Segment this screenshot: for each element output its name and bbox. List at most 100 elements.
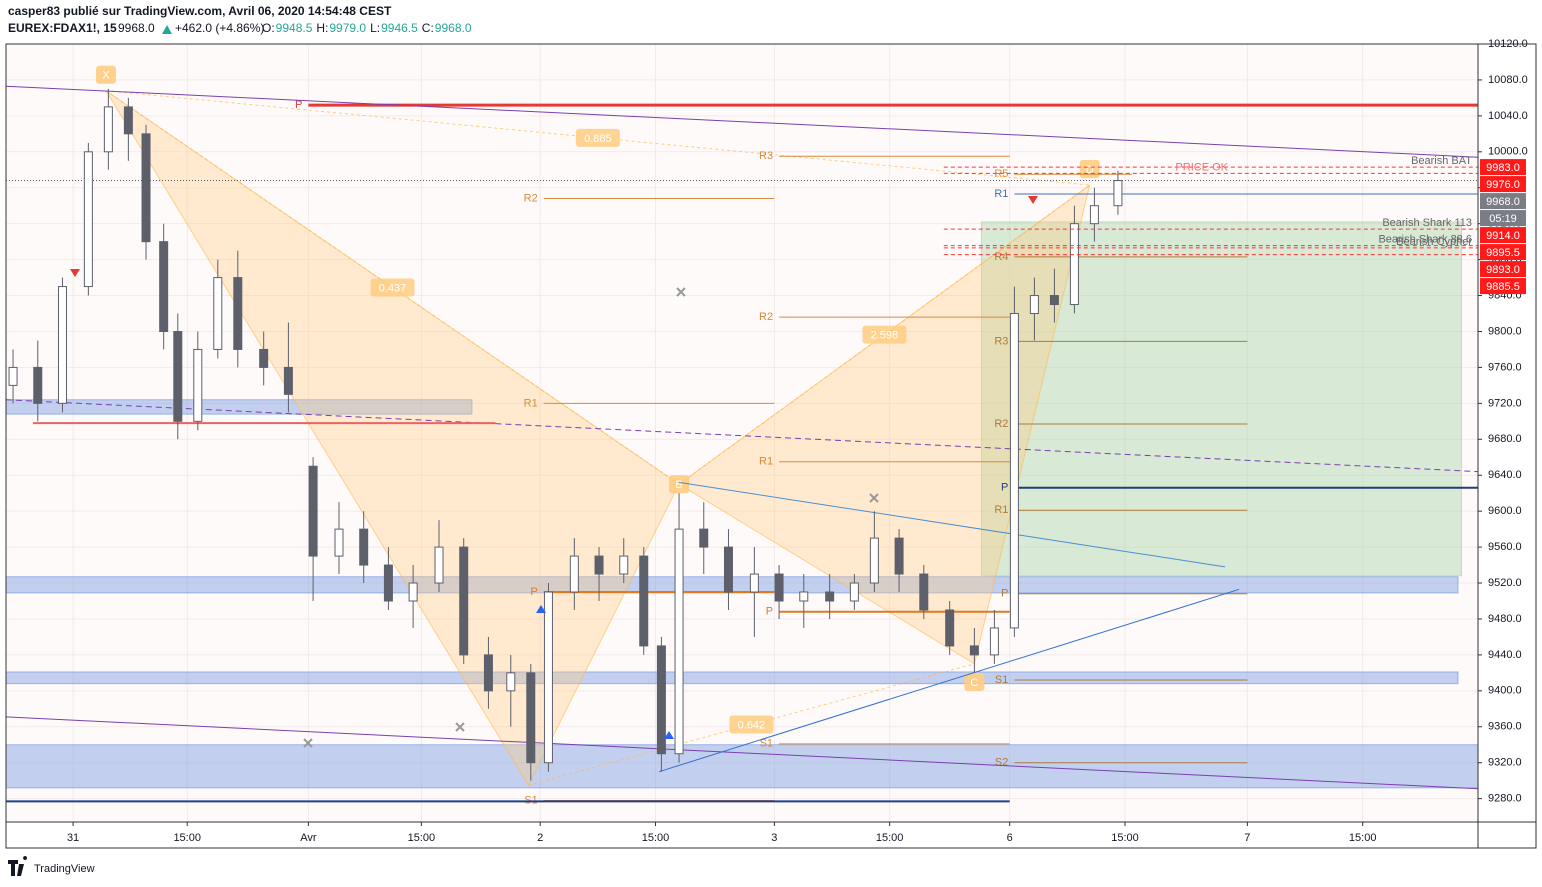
- pivot-label: P: [530, 586, 537, 598]
- price-label: 9968.0: [1486, 196, 1520, 208]
- candle-body: [334, 528, 344, 557]
- point-label: B: [675, 479, 682, 491]
- candle-body: [159, 241, 169, 332]
- pattern-tag: Bearish Shark 113: [1382, 217, 1472, 229]
- ratio-label: 0.642: [738, 719, 766, 731]
- ohlc: O: 9948.5 H: 9979.0 L: 9946.5 C: 9968.0: [262, 21, 472, 35]
- candle-body: [1029, 295, 1039, 315]
- candle-body: [33, 366, 43, 404]
- countdown: 05:19: [1489, 213, 1517, 225]
- trend-line: [5, 85, 1479, 158]
- ratio-label: 0.885: [584, 133, 612, 145]
- y-tick-label: 10000.0: [1488, 146, 1528, 158]
- y-tick-label: 9600.0: [1488, 505, 1522, 517]
- candle-body: [1113, 180, 1123, 207]
- candle-body: [1009, 313, 1019, 629]
- candle-body: [699, 528, 709, 548]
- candle-body: [619, 555, 629, 575]
- y-tick-label: 9280.0: [1488, 793, 1522, 805]
- pivot-label: P: [766, 606, 773, 618]
- cross-marker: [676, 287, 686, 297]
- x-tick-label: 15:00: [1349, 832, 1377, 844]
- pattern-tag: Bearish BAT: [1411, 155, 1472, 167]
- pivot-label: R2: [524, 192, 538, 204]
- candle-body: [383, 564, 393, 602]
- pattern-leg: [105, 90, 680, 485]
- candle-body: [749, 573, 759, 593]
- zone: [5, 671, 1459, 685]
- price-label: 9885.5: [1486, 281, 1520, 293]
- pivot-label: R1: [994, 188, 1008, 200]
- candle-body: [173, 330, 183, 422]
- candle-body: [283, 366, 293, 395]
- change: +462.0 (+4.86%): [175, 21, 264, 35]
- candle-body: [919, 573, 929, 611]
- ratio-box: [575, 128, 620, 147]
- candle-body: [1069, 223, 1079, 306]
- pattern-tag: Bearish Shark 88.6: [1378, 234, 1472, 246]
- candle-body: [569, 555, 579, 593]
- y-tick-label: 9760.0: [1488, 361, 1522, 373]
- trend-line: [5, 716, 1479, 790]
- x-tick-label: 2: [537, 832, 543, 844]
- ohlc-value: 9968.0: [435, 21, 472, 35]
- price-label-box: [1480, 261, 1526, 278]
- candle-body: [989, 627, 999, 656]
- countdown-box: [1480, 210, 1526, 227]
- trend-line: [678, 481, 1226, 568]
- y-tick-label: 10080.0: [1488, 74, 1528, 86]
- candle-body: [1089, 205, 1099, 225]
- pivot-label: R4: [994, 251, 1008, 263]
- candle-body: [894, 537, 904, 575]
- price-label: 9983.0: [1486, 162, 1520, 174]
- pivot-label: S1: [995, 674, 1008, 686]
- y-tick-label: 9800.0: [1488, 325, 1522, 337]
- pattern-tag: PRICE OK: [1175, 161, 1228, 173]
- point-label: X: [102, 70, 110, 82]
- point-label: D: [1086, 164, 1094, 176]
- candle-body: [8, 366, 18, 386]
- candle-body: [308, 465, 318, 557]
- candle-body: [233, 277, 243, 350]
- ohlc-label: O:: [262, 21, 275, 35]
- price-label-box: [1480, 278, 1526, 295]
- pivot-label: P: [1001, 588, 1008, 600]
- brand-logo: [8, 856, 28, 876]
- cross-marker: [869, 493, 879, 503]
- candle-body: [193, 348, 203, 422]
- candle-body: [799, 591, 809, 602]
- ohlc-value: 9948.5: [276, 21, 313, 35]
- y-tick-label: 9560.0: [1488, 541, 1522, 553]
- pivot-label: P: [295, 99, 302, 111]
- plot: 9280.0 9320.0 9360.0 9400.0 9440.0 9480.0 9520…: [5, 38, 1528, 844]
- candle-body: [969, 645, 979, 656]
- buy-marker: [664, 731, 674, 739]
- pivot-label: R1: [994, 504, 1008, 516]
- x-tick-label: 15:00: [1111, 832, 1139, 844]
- price-label: 9895.5: [1486, 247, 1520, 259]
- price-label-box: [1480, 244, 1526, 261]
- ratio-label: 0.437: [379, 282, 407, 294]
- pivot-label: R2: [759, 311, 773, 323]
- x-tick-label: 15:00: [876, 832, 904, 844]
- candle-body: [434, 546, 444, 584]
- price-label: 9976.0: [1486, 179, 1520, 191]
- frame: [5, 43, 1537, 849]
- ohlc-value: 9979.0: [329, 21, 366, 35]
- ohlc-label: H:: [316, 21, 328, 35]
- y-tick-label: 9480.0: [1488, 613, 1522, 625]
- ohlc-value: 9946.5: [381, 21, 418, 35]
- candle-body: [1049, 295, 1059, 306]
- candle-body: [483, 654, 493, 692]
- candle-body: [849, 582, 859, 602]
- pivot-label: R5: [994, 168, 1008, 180]
- sell-marker: [70, 269, 80, 277]
- point-box: [964, 672, 985, 691]
- y-tick-label: 9720.0: [1488, 397, 1522, 409]
- candle-body: [359, 528, 369, 566]
- candle-body: [656, 645, 666, 755]
- candle-body: [825, 591, 835, 602]
- zone: [980, 221, 1463, 577]
- last-price: 9968.0: [118, 21, 155, 35]
